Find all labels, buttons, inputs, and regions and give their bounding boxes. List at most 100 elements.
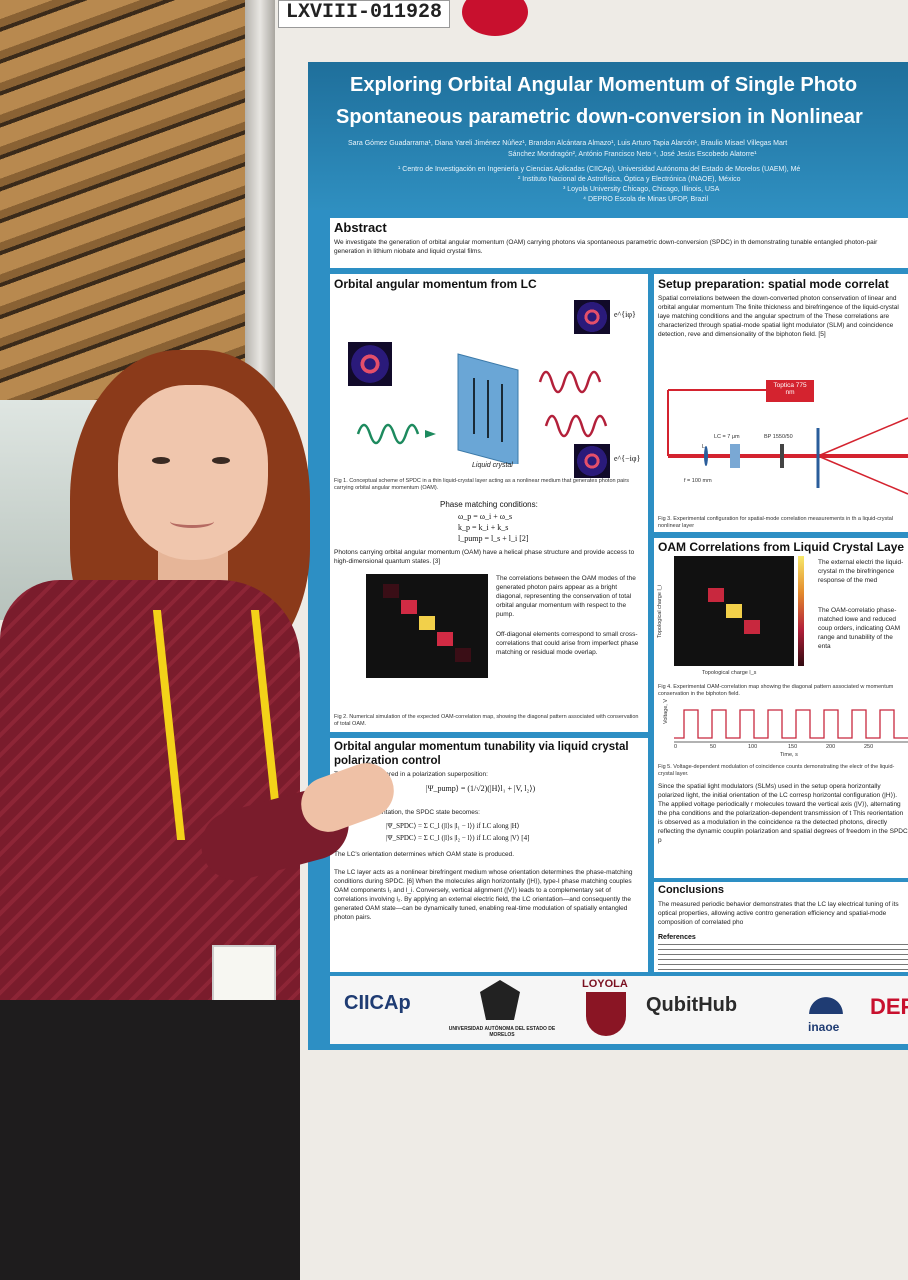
heatmap-cell	[726, 604, 742, 618]
setup-lc-label: LC = 7 μm	[714, 434, 740, 440]
affiliation-4: ⁴ DEPRO Escola de Minas UFOP, Brazil	[583, 196, 709, 203]
spdc-scheme-drawing	[356, 353, 608, 464]
section-3-text: Spatial correlations between the down-co…	[658, 295, 899, 338]
volt-tick-50: 50	[710, 744, 717, 750]
section-2-text-3: The LC's orientation determines which OA…	[334, 851, 515, 858]
mouth	[170, 515, 214, 528]
right-eye	[212, 457, 230, 464]
colorbar	[798, 556, 804, 666]
section-2-title: Orbital angular momentum tunability via …	[334, 741, 629, 767]
heatmap-cell	[744, 620, 760, 634]
label-eminus: e^{−iφ}	[614, 454, 641, 463]
oam-correlation-map-exp	[674, 556, 794, 666]
poster-title-2: Spontaneous parametric down-conversion i…	[336, 106, 863, 128]
setup-laser-label: Toptica 775 nm	[773, 382, 807, 396]
setup-f-label: f = 100 mm	[684, 478, 712, 484]
affiliation-2: ² Instituto Nacional de Astrofísica, Ópt…	[518, 176, 741, 183]
burgundy-shirt	[0, 580, 300, 1010]
uaem-crest-icon	[480, 980, 520, 1020]
poster-title-1: Exploring Orbital Angular Momentum of Si…	[350, 74, 858, 96]
section-4-text: The external electri the liquid-crystal …	[818, 559, 904, 584]
s4-ylabel: Topological charge l_i	[656, 585, 663, 638]
s2-eq-2: |Ψ_SPDC⟩ = Σ C_l (|l⟩s |l₁ − l⟩) if LC a…	[386, 822, 520, 830]
references-list	[658, 944, 908, 970]
section-3-title: Setup preparation: spatial mode correlat	[658, 277, 889, 291]
abstract-text: We investigate the generation of orbital…	[334, 239, 878, 255]
loyola-shield-icon	[586, 992, 626, 1036]
s4-xlabel: Topological charge l_s	[702, 670, 757, 676]
volt-tick-200: 200	[826, 744, 836, 750]
black-trousers	[0, 1000, 300, 1280]
fig4-caption: Fig 4. Experimental OAM-correlation map …	[658, 684, 894, 697]
logo-uaem: UNIVERSIDAD AUTÓNOMA DEL ESTADO DE MOREL…	[448, 1026, 556, 1038]
volt-xlabel: Time, s	[780, 752, 798, 758]
oam-mode-image-idler	[574, 444, 610, 478]
pm-eq-2: k_p = k_i + k_s	[458, 523, 509, 532]
heatmap-cell	[708, 588, 724, 602]
references-title: References	[658, 934, 696, 941]
section-1-text: Photons carrying orbital angular momentu…	[334, 549, 635, 565]
section-2-text-2: ... on the LC orientation, the SPDC stat…	[334, 809, 480, 816]
logo-inaoe: inaoe	[808, 1020, 840, 1034]
phase-matching-title: Phase matching conditions:	[440, 500, 538, 509]
volt-tick-250: 250	[864, 744, 874, 750]
section-oam-correlations: OAM Correlations from Liquid Crystal Lay…	[654, 538, 908, 878]
setup-bp-label: BP 1550/50	[764, 434, 793, 440]
section-oam-tunability: Orbital angular momentum tunability via …	[330, 738, 648, 972]
volt-tick-100: 100	[748, 744, 758, 750]
board-id-tag: LXVIII-011928	[278, 0, 450, 28]
heatmap-cell	[455, 648, 471, 662]
section-5-text: Since the spatial light modulators (SLMs…	[658, 783, 908, 844]
voltage-square-wave	[674, 709, 908, 743]
heatmap-cell	[419, 616, 435, 630]
fig5-caption: Fig 5. Voltage-dependent modulation of c…	[658, 764, 895, 777]
heatmap-cell	[383, 584, 399, 598]
section-4-text-2: The OAM-correlatio phase-matched lowe an…	[818, 607, 901, 650]
logo-strip: CIICAp UNIVERSIDAD AUTÓNOMA DEL ESTADO D…	[330, 976, 908, 1044]
oam-correlation-map-sim	[366, 574, 488, 678]
logo-loyola: LOYOLA	[582, 978, 628, 990]
affiliation-1: ¹ Centro de Investigación en Ingeniería …	[398, 166, 801, 173]
face	[118, 385, 268, 560]
pm-eq-1: ω_p = ω_i + ω_s	[458, 512, 513, 521]
logo-ciicap: CIICAp	[344, 992, 411, 1014]
conclusions-text: The measured periodic behavior demonstra…	[658, 901, 899, 926]
section-1-title: Orbital angular momentum from LC	[334, 277, 537, 291]
fig3-caption: Fig 3. Experimental configuration for sp…	[658, 516, 894, 529]
heatmap-cell	[401, 600, 417, 614]
wooden-ceiling	[0, 0, 260, 400]
section-oam-lc: Orbital angular momentum from LC e^{iφ} …	[330, 274, 648, 732]
fig2-caption: Fig 2. Numerical simulation of the expec…	[334, 714, 639, 727]
label-eplus: e^{iφ}	[614, 310, 636, 319]
section-1-text-3: Off-diagonal elements correspond to smal…	[496, 631, 639, 656]
volt-ylabel: Voltage, V	[663, 698, 670, 725]
poster: Exploring Orbital Angular Momentum of Si…	[308, 62, 908, 1050]
inaoe-symbol-icon	[802, 980, 850, 1014]
section-4-title: OAM Correlations from Liquid Crystal Lay…	[658, 540, 905, 554]
pm-eq-3: l_pump = l_s + l_i [2]	[458, 534, 529, 543]
section-setup: Setup preparation: spatial mode correlat…	[654, 274, 908, 532]
oam-mode-image-pump	[348, 342, 392, 386]
logo-depro: DEPR	[870, 994, 908, 1019]
section-conclusions: Conclusions The measured periodic behavi…	[654, 882, 908, 972]
section-2-text-1: The pump ... prepared in a polarization …	[334, 771, 488, 778]
setup-diagram	[667, 380, 908, 495]
label-liquid-crystal: Liquid crystal	[472, 462, 513, 469]
affiliation-3: ³ Loyola University Chicago, Chicago, Il…	[563, 186, 720, 193]
section-1-text-2: The correlations between the OAM modes o…	[496, 575, 636, 618]
authors-2: Sánchez Mondragón², António Francisco Ne…	[508, 151, 757, 158]
oam-mode-image-signal	[574, 300, 610, 334]
abstract-title: Abstract	[334, 220, 387, 235]
fig1-caption: Fig 1. Conceptual scheme of SPDC in a th…	[334, 478, 630, 491]
authors-1: Sara Gómez Guadarrama¹, Diana Yareli Jim…	[348, 140, 788, 147]
setup-lens-label: L	[702, 444, 706, 450]
volt-tick-150: 150	[788, 744, 798, 750]
logo-qubithub: QubitHub	[646, 994, 738, 1016]
section-2-text-4: The LC layer acts as a nonlinear birefri…	[334, 869, 633, 921]
poster-header: Exploring Orbital Angular Momentum of Si…	[308, 62, 908, 210]
s2-eq-3: |Ψ_SPDC⟩ = Σ C_l (|l⟩s |l₂ − l⟩) if LC a…	[386, 834, 530, 842]
conclusions-title: Conclusions	[658, 884, 725, 896]
s2-eq-1: |Ψ_pump⟩ = (1/√2)(|H⟩l₁ + |V, l₂⟩)	[426, 784, 536, 793]
left-eye	[152, 457, 170, 464]
name-badge	[212, 945, 276, 1004]
